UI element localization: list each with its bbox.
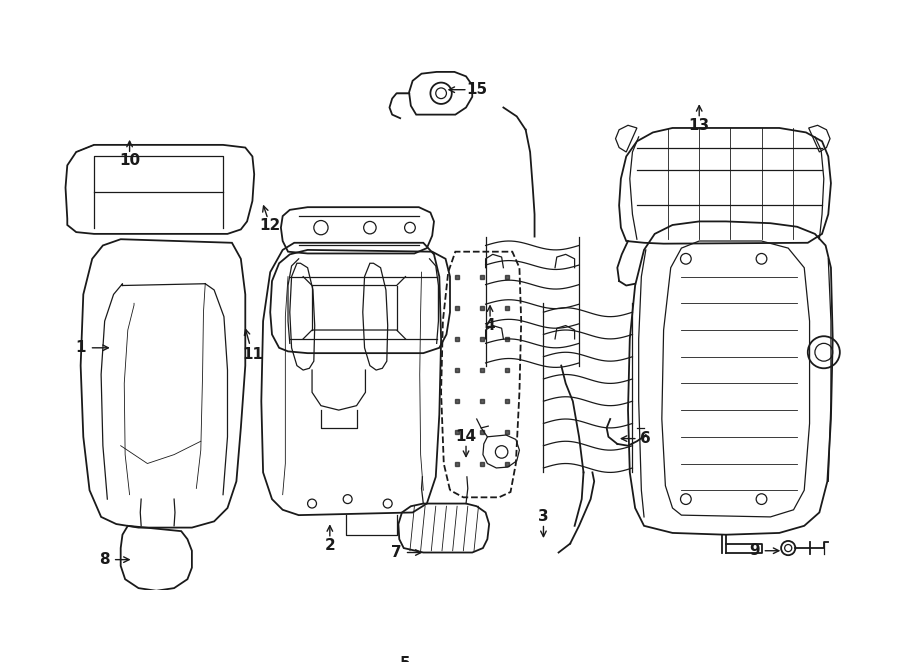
Text: 5: 5: [400, 656, 410, 662]
Text: 3: 3: [538, 510, 549, 524]
Text: 6: 6: [641, 431, 652, 446]
Text: 7: 7: [392, 545, 402, 560]
Text: 8: 8: [99, 552, 110, 567]
Text: 11: 11: [242, 346, 263, 361]
Text: 12: 12: [259, 218, 281, 234]
Text: 15: 15: [466, 82, 487, 97]
Text: 2: 2: [325, 538, 335, 553]
Text: 9: 9: [749, 544, 760, 558]
Text: 10: 10: [119, 154, 140, 168]
Text: 4: 4: [485, 318, 495, 333]
Text: 13: 13: [688, 118, 710, 133]
Text: 14: 14: [455, 430, 477, 444]
Text: 1: 1: [76, 340, 86, 355]
